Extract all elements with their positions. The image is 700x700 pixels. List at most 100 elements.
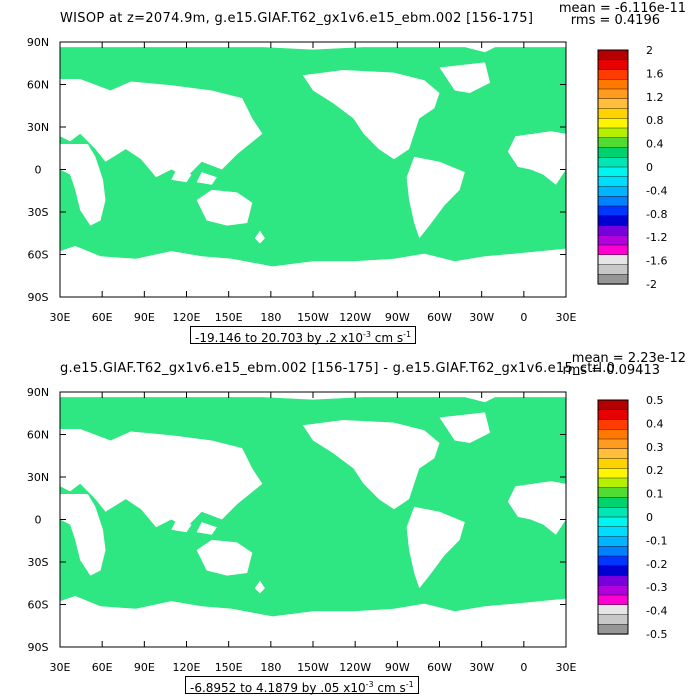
y-tick-label: 0 bbox=[35, 514, 42, 527]
land-mask bbox=[196, 172, 217, 185]
colorbar-swatch bbox=[597, 98, 629, 110]
range-units: cm s bbox=[370, 331, 404, 345]
colorbar-label: 0.4 bbox=[646, 138, 664, 151]
colorbar-frame bbox=[597, 399, 629, 635]
y-tick-label: 90N bbox=[27, 386, 49, 399]
range-units-exponent: -1 bbox=[405, 680, 414, 689]
land-mask bbox=[171, 169, 192, 183]
map-panel-bottom: g.e15.GIAF.T62_gx1v6.e15_ebm.002 [156-17… bbox=[0, 350, 700, 700]
x-tick-label: 150E bbox=[215, 311, 243, 324]
colorbar-swatch bbox=[597, 108, 629, 119]
x-tick-label: 0 bbox=[520, 311, 527, 324]
colorbar-swatch bbox=[597, 147, 629, 158]
range-text: -6.8952 to 4.1879 by .05 x10 bbox=[190, 681, 366, 695]
range-text: -19.146 to 20.703 by .2 x10 bbox=[195, 331, 363, 345]
colorbar-swatch bbox=[597, 536, 629, 547]
colorbar-label: 2 bbox=[646, 44, 653, 57]
y-tick-label: 90S bbox=[28, 641, 49, 654]
x-tick-label: 90E bbox=[134, 311, 155, 324]
land-mask bbox=[60, 494, 106, 576]
x-tick-label: 150W bbox=[297, 661, 329, 674]
x-tick-label: 90E bbox=[134, 661, 155, 674]
colorbar-swatch bbox=[597, 215, 629, 227]
map-panel-top: WISOP at z=2074.9m, g.e15.GIAF.T62_gx1v6… bbox=[27, 2, 686, 345]
x-tick-label: 30W bbox=[469, 661, 494, 674]
colorbar-swatch bbox=[597, 468, 629, 479]
land-mask bbox=[439, 62, 491, 93]
x-tick-label: 180 bbox=[260, 661, 281, 674]
colorbar-swatch bbox=[597, 555, 629, 567]
colorbar-label: -0.8 bbox=[646, 208, 667, 221]
land-mask bbox=[406, 506, 465, 589]
colorbar-label: -0.1 bbox=[646, 534, 667, 547]
land-mask bbox=[302, 70, 440, 160]
colorbar-swatch bbox=[597, 516, 629, 528]
colorbar-swatch bbox=[597, 166, 629, 178]
colorbar-swatch bbox=[597, 225, 629, 236]
x-tick-label: 90W bbox=[385, 311, 410, 324]
y-tick-label: 0 bbox=[35, 164, 42, 177]
colorbar-swatch bbox=[597, 176, 629, 188]
y-tick-label: 90N bbox=[27, 36, 49, 49]
y-tick-label: 30S bbox=[28, 556, 49, 569]
land-mask bbox=[171, 519, 192, 533]
colorbar-frame bbox=[597, 49, 629, 285]
range-exponent: -3 bbox=[362, 330, 371, 339]
colorbar-swatch bbox=[597, 448, 629, 460]
colorbar-label: 0.8 bbox=[646, 114, 664, 127]
land-mask bbox=[507, 481, 566, 535]
x-tick-label: 120W bbox=[339, 661, 371, 674]
land-mask bbox=[60, 596, 566, 622]
x-tick-label: 150W bbox=[297, 311, 329, 324]
colorbar-swatch bbox=[597, 565, 629, 577]
colorbar-swatch bbox=[597, 419, 629, 430]
colorbar-swatch bbox=[597, 69, 629, 80]
rms-label: rms = 0.09413 bbox=[562, 363, 660, 378]
colorbar-label: -0.4 bbox=[646, 605, 667, 618]
land-mask bbox=[60, 621, 566, 647]
x-tick-label: 0 bbox=[520, 661, 527, 674]
x-tick-label: 30W bbox=[469, 311, 494, 324]
y-tick-label: 30S bbox=[28, 206, 49, 219]
colorbar-swatch bbox=[597, 127, 629, 139]
y-tick-label: 60N bbox=[27, 79, 49, 92]
x-tick-label: 30E bbox=[556, 311, 577, 324]
y-tick-label: 60N bbox=[27, 429, 49, 442]
land-mask bbox=[302, 420, 440, 510]
x-tick-label: 90W bbox=[385, 661, 410, 674]
colorbar-label: -2 bbox=[646, 278, 657, 291]
colorbar-swatch bbox=[597, 429, 629, 440]
land-mask bbox=[60, 79, 263, 178]
colorbar-swatch bbox=[597, 49, 629, 61]
y-tick-label: 90S bbox=[28, 291, 49, 304]
colorbar-swatch bbox=[597, 399, 629, 411]
x-tick-label: 30E bbox=[556, 661, 577, 674]
x-tick-label: 120W bbox=[339, 311, 371, 324]
range-exponent: -3 bbox=[365, 680, 374, 689]
rms-label: rms = 0.4196 bbox=[570, 13, 660, 28]
y-tick-label: 60S bbox=[28, 249, 49, 262]
x-tick-label: 60W bbox=[427, 311, 452, 324]
land-mask bbox=[507, 131, 566, 185]
colorbar-swatch bbox=[597, 88, 629, 100]
land-mask bbox=[406, 156, 465, 239]
colorbar-swatch bbox=[597, 264, 629, 275]
land-mask bbox=[196, 539, 253, 576]
colorbar-swatch bbox=[597, 137, 629, 149]
colorbar-swatch bbox=[597, 244, 629, 256]
colorbar-swatch bbox=[597, 409, 629, 421]
colorbar-swatch bbox=[597, 585, 629, 596]
colorbar-swatch bbox=[597, 575, 629, 586]
colorbar-swatch bbox=[597, 118, 629, 129]
map-plot-bottom: 30E 60E 90E 120E 150E 180 150W 120W 90W 60W 30W 0 30… bbox=[27, 386, 668, 674]
y-tick-label: 30N bbox=[27, 121, 49, 134]
land-mask bbox=[439, 412, 491, 443]
colorbar-swatch bbox=[597, 594, 629, 606]
colorbar-label: -0.5 bbox=[646, 628, 667, 641]
chart-title: WISOP at z=2074.9m, g.e15.GIAF.T62_gx1v6… bbox=[60, 11, 534, 26]
colorbar-swatch bbox=[597, 624, 629, 635]
colorbar-label: 0.4 bbox=[646, 417, 664, 430]
x-tick-label: 180 bbox=[260, 311, 281, 324]
colorbar-label: -0.3 bbox=[646, 581, 667, 594]
colorbar-swatch bbox=[597, 205, 629, 217]
